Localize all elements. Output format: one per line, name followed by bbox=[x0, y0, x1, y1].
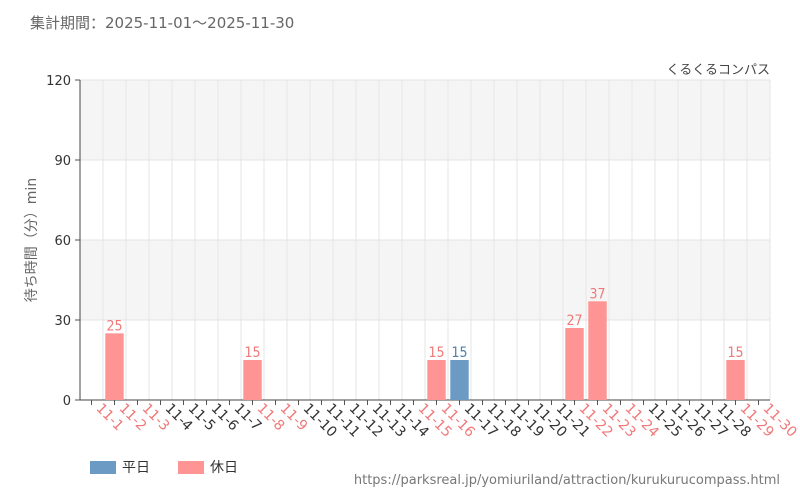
bar bbox=[243, 360, 262, 400]
bar bbox=[105, 333, 124, 400]
legend-holiday-swatch bbox=[178, 460, 204, 474]
y-axis-label: 待ち時間（分）min bbox=[24, 178, 40, 302]
y-tick-label: 60 bbox=[54, 234, 71, 249]
bar bbox=[450, 360, 469, 400]
legend-weekday[interactable]: 平日 bbox=[90, 457, 150, 477]
y-tick-label: 0 bbox=[63, 394, 71, 409]
bar bbox=[726, 360, 745, 400]
y-tick-label: 120 bbox=[46, 74, 71, 89]
bar-value-label: 25 bbox=[106, 318, 122, 334]
legend-weekday-label: 平日 bbox=[122, 460, 150, 476]
bar bbox=[565, 328, 584, 400]
source-url[interactable]: https://parksreal.jp/yomiuriland/attract… bbox=[353, 473, 780, 488]
y-tick-label: 30 bbox=[54, 314, 71, 329]
bar-value-label: 15 bbox=[428, 345, 444, 361]
bar-value-label: 37 bbox=[589, 286, 605, 302]
bar bbox=[588, 301, 607, 400]
bar-value-label: 15 bbox=[451, 345, 467, 361]
legend-weekday-swatch bbox=[90, 460, 116, 474]
bar-value-label: 15 bbox=[244, 345, 260, 361]
legend-holiday-label: 休日 bbox=[210, 460, 238, 476]
attraction-label: くるくるコンパス bbox=[667, 63, 770, 78]
y-tick-label: 90 bbox=[54, 154, 71, 169]
period-label: 集計期間：2025-11-01〜2025-11-30 bbox=[30, 14, 295, 32]
legend-holiday[interactable]: 休日 bbox=[178, 457, 238, 477]
legend: 平日 休日 bbox=[90, 457, 266, 477]
bar bbox=[427, 360, 446, 400]
bar-value-label: 15 bbox=[727, 345, 743, 361]
bar-value-label: 27 bbox=[566, 313, 582, 329]
